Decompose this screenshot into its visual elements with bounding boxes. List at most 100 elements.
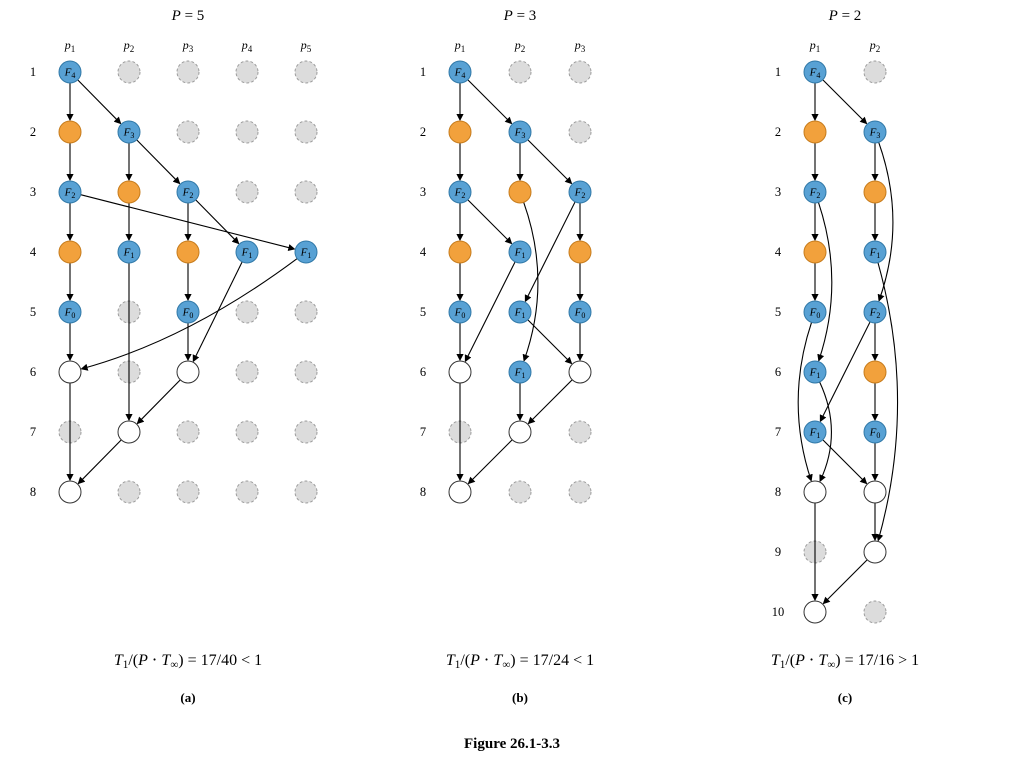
processor-label: p4 xyxy=(241,38,253,54)
step-label: 2 xyxy=(775,125,781,139)
continuation-node xyxy=(58,120,82,144)
sync-node xyxy=(58,480,82,504)
sync-node xyxy=(58,360,82,384)
strand-node-F4 xyxy=(448,60,472,84)
step-label: 6 xyxy=(420,365,426,379)
step-label: 1 xyxy=(30,65,36,79)
step-label: 3 xyxy=(775,185,781,199)
step-label: 8 xyxy=(775,485,781,499)
strand-node-F0 xyxy=(863,420,887,444)
node-label: F1 xyxy=(514,307,526,321)
idle-slot xyxy=(568,120,592,144)
continuation-node xyxy=(448,120,472,144)
step-label: 6 xyxy=(775,365,781,379)
continuation-node xyxy=(568,240,592,264)
strand-node-F1 xyxy=(294,240,318,264)
idle-slot xyxy=(235,180,259,204)
step-label: 9 xyxy=(775,545,781,559)
node-label: F4 xyxy=(809,67,821,81)
dependency-edge xyxy=(80,258,298,371)
strand-node-F2 xyxy=(448,180,472,204)
dependency-edge xyxy=(192,261,243,363)
step-label: 5 xyxy=(775,305,781,319)
step-label: 8 xyxy=(420,485,426,499)
processor-label: p1 xyxy=(64,38,76,54)
node-label: F2 xyxy=(182,187,194,201)
idle-slot xyxy=(235,300,259,324)
panel-a-caption: T1/(P ⋅ T∞) = 17/40 < 1 xyxy=(113,652,263,672)
node-label: F0 xyxy=(64,307,76,321)
step-label: 10 xyxy=(772,605,785,619)
idle-slot xyxy=(568,480,592,504)
strand-node-F2 xyxy=(803,180,827,204)
strand-node-F1 xyxy=(803,360,827,384)
idle-slot xyxy=(235,480,259,504)
dependency-edge xyxy=(819,321,871,423)
strand-node-F1 xyxy=(508,240,532,264)
node-label: F3 xyxy=(123,127,135,141)
step-label: 3 xyxy=(420,185,426,199)
processor-label: p2 xyxy=(869,38,881,54)
node-label: F0 xyxy=(454,307,466,321)
idle-slot xyxy=(235,360,259,384)
continuation-node xyxy=(448,240,472,264)
dependency-edge xyxy=(822,559,868,605)
node-label: F3 xyxy=(869,127,881,141)
panel-a: p1 p2 p3 p4 p5 1 2 3 4 5 6 7 8 F4 F3 F2 F2 F1 F1 F1 F0 F0 xyxy=(30,38,318,504)
dependency-edge xyxy=(467,199,513,245)
node-label: F1 xyxy=(241,247,253,261)
step-label: 3 xyxy=(30,185,36,199)
strand-node-F0 xyxy=(448,300,472,324)
idle-slot xyxy=(294,120,318,144)
idle-slot xyxy=(176,420,200,444)
strand-node-F2 xyxy=(568,180,592,204)
node-label: F1 xyxy=(300,247,312,261)
dependency-edge xyxy=(527,139,573,185)
sync-node xyxy=(863,540,887,564)
node-label: F0 xyxy=(869,427,881,441)
sync-node xyxy=(863,480,887,504)
processor-label: p5 xyxy=(300,38,312,54)
dependency-edge xyxy=(817,202,833,362)
step-label: 6 xyxy=(30,365,36,379)
node-label: F2 xyxy=(64,187,76,201)
dependency-edge xyxy=(136,379,181,425)
panel-a-title: P = 5 xyxy=(171,8,205,24)
panel-c: p1 p2 1 2 3 4 5 6 7 8 9 10 F4 F3 F2 F1 F0 F2 F1 F1 F0 xyxy=(772,38,899,624)
strand-node-F1 xyxy=(863,240,887,264)
node-label: F0 xyxy=(182,307,194,321)
sync-node xyxy=(448,360,472,384)
idle-slot xyxy=(176,480,200,504)
sync-node xyxy=(803,480,827,504)
panel-c-caption: T1/(P ⋅ T∞) = 17/16 > 1 xyxy=(770,652,920,672)
step-label: 1 xyxy=(775,65,781,79)
panel-b-caption: T1/(P ⋅ T∞) = 17/24 < 1 xyxy=(445,652,595,672)
sync-node xyxy=(176,360,200,384)
strand-node-F2 xyxy=(176,180,200,204)
strand-node-F1 xyxy=(117,240,141,264)
strand-node-F1 xyxy=(803,420,827,444)
continuation-node xyxy=(58,240,82,264)
strand-node-F0 xyxy=(176,300,200,324)
dependency-edge xyxy=(822,439,868,485)
node-label: F3 xyxy=(514,127,526,141)
step-label: 4 xyxy=(420,245,427,259)
node-label: F4 xyxy=(64,67,76,81)
strand-node-F4 xyxy=(803,60,827,84)
node-label: F4 xyxy=(454,67,466,81)
figure-caption: Figure 26.1-3.3 xyxy=(464,736,560,752)
dependency-edge xyxy=(524,201,576,303)
continuation-node xyxy=(803,240,827,264)
sync-node xyxy=(803,600,827,624)
sync-node xyxy=(117,420,141,444)
idle-slot xyxy=(235,60,259,84)
node-label: F0 xyxy=(574,307,586,321)
continuation-node xyxy=(176,240,200,264)
idle-slot xyxy=(568,420,592,444)
idle-slot xyxy=(863,600,887,624)
node-label: F1 xyxy=(809,427,821,441)
sync-node xyxy=(448,480,472,504)
node-label: F1 xyxy=(809,367,821,381)
